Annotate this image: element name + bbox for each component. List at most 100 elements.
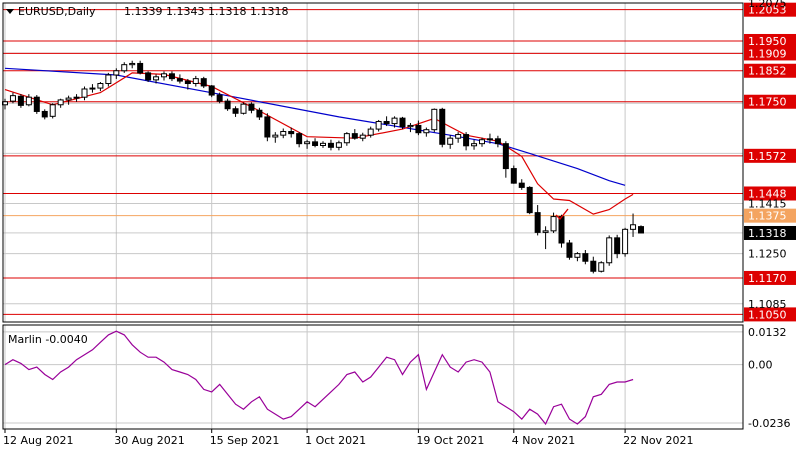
candle-body-down <box>399 117 406 128</box>
candle <box>351 129 358 140</box>
candle <box>81 86 88 101</box>
candle-body-up <box>343 133 350 144</box>
candle <box>33 95 40 114</box>
candle <box>638 225 644 234</box>
oscillator-label: Marlin -0.0040 <box>8 333 88 346</box>
candle-body-up <box>542 230 549 233</box>
candle-body-down <box>176 78 183 82</box>
candle <box>486 133 493 144</box>
candle-body-up <box>598 262 605 272</box>
candle-body-down <box>351 133 358 139</box>
candle-body-down <box>17 95 24 106</box>
level-label-bg <box>744 94 796 109</box>
candle-body-up <box>431 108 438 131</box>
time-tick-12 Aug 2021: 12 Aug 2021 <box>3 434 73 447</box>
candle-body-down <box>439 108 446 145</box>
candle <box>598 261 605 273</box>
candle <box>630 213 637 237</box>
ma-slow-line <box>4 67 626 186</box>
osc-tick-0.0132: 0.0132 <box>748 326 787 339</box>
candle-body-up <box>57 99 64 106</box>
candle <box>9 92 16 104</box>
candle <box>89 84 96 93</box>
candle <box>232 106 239 117</box>
level-label-1.1750: 1.1750 <box>748 96 787 109</box>
candle <box>184 78 191 90</box>
checkmark-icon <box>555 208 569 221</box>
level-lines <box>3 9 743 315</box>
candle <box>447 135 454 149</box>
level-label-1.1170: 1.1170 <box>748 272 787 285</box>
candle-body-up <box>113 70 120 76</box>
candle <box>208 85 215 98</box>
candle <box>113 68 120 79</box>
candle <box>296 132 303 148</box>
level-label-bg <box>744 186 796 201</box>
candle <box>25 94 32 107</box>
candle <box>264 113 271 142</box>
price-tick-1.1250: 1.1250 <box>748 248 787 261</box>
candle <box>614 234 621 259</box>
candle <box>41 109 48 120</box>
candle <box>176 74 183 84</box>
candle-body-up <box>574 253 581 258</box>
candle-body-up <box>73 96 80 99</box>
candle-body-up <box>471 143 478 147</box>
candle <box>335 140 342 151</box>
level-label-bg <box>744 2 796 17</box>
main-frame <box>2 2 744 323</box>
current-price-label-bg <box>744 225 796 240</box>
candle-body-up <box>49 104 56 117</box>
level-label-1.1950: 1.1950 <box>748 35 787 48</box>
candle <box>455 132 462 143</box>
candle-body-down <box>208 85 215 96</box>
candle-body-down <box>415 124 422 134</box>
level-label-1.1375: 1.1375 <box>748 210 787 223</box>
candle-body-up <box>81 88 88 98</box>
candle <box>431 108 438 133</box>
price-tick-1.2075: 1.2075 <box>748 0 787 10</box>
time-tick-1 Oct 2021: 1 Oct 2021 <box>305 434 366 447</box>
candle <box>574 252 581 262</box>
candle <box>463 132 470 151</box>
candle <box>137 60 144 75</box>
candle-body-up <box>153 76 160 81</box>
candle <box>423 127 430 137</box>
candle-body-down <box>558 216 565 244</box>
candle-body-down <box>312 141 319 146</box>
candle <box>439 107 446 148</box>
chart-header-symbol: EURUSD,Daily <box>18 5 96 18</box>
level-label-1.1909: 1.1909 <box>748 47 787 60</box>
candle <box>256 107 263 120</box>
candle-body-up <box>105 74 112 85</box>
candle <box>312 138 319 148</box>
candle <box>121 62 128 73</box>
candle <box>97 81 104 92</box>
candle-body-up <box>391 117 398 125</box>
level-label-bg <box>744 33 796 48</box>
time-tick-15 Sep 2021: 15 Sep 2021 <box>210 434 280 447</box>
candle <box>65 95 72 105</box>
menu-triangle-icon[interactable] <box>6 9 14 14</box>
osc-tick--0.0236: -0.0236 <box>748 417 790 430</box>
candle-body-down <box>145 72 152 81</box>
candle <box>153 74 160 84</box>
candle-body-down <box>33 96 40 112</box>
marlin-line <box>4 330 634 426</box>
candle <box>391 116 398 128</box>
candle-body-up <box>192 78 199 85</box>
current-price-label: 1.1318 <box>748 227 787 240</box>
candle <box>73 94 80 102</box>
time-tick-30 Aug 2021: 30 Aug 2021 <box>114 434 184 447</box>
candle-body-up <box>622 228 629 255</box>
candle-body-down <box>264 116 271 138</box>
candle <box>510 165 517 184</box>
candle <box>192 75 199 87</box>
candle-body-down <box>184 80 191 85</box>
candle <box>129 60 136 69</box>
time-tick-22 Nov 2021: 22 Nov 2021 <box>623 434 693 447</box>
candle-body-down <box>614 237 621 255</box>
candle-body-down <box>566 242 573 258</box>
candle <box>542 226 549 250</box>
candle <box>216 92 223 104</box>
